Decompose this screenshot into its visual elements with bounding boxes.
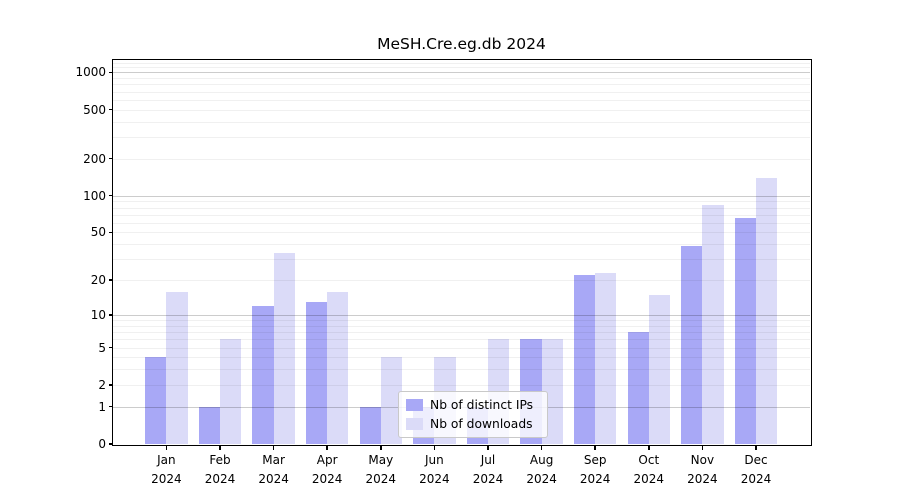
bar-downloads-mar [273, 252, 295, 444]
x-tick-label: Feb 2024 [204, 453, 236, 486]
y-tick-label: 1000 [75, 65, 106, 80]
x-tick-mark [326, 445, 328, 450]
x-tick-label: Nov 2024 [687, 453, 718, 486]
bar-downloads-jan [166, 291, 188, 444]
x-tick-mark [219, 445, 221, 450]
y-tick-label: 20 [90, 273, 106, 288]
x-tick-label: Jun 2024 [419, 453, 450, 486]
y-tick-mark [108, 231, 113, 234]
y-tick-mark [108, 157, 113, 160]
legend: Nb of distinct IPs Nb of downloads [398, 391, 548, 438]
legend-swatch-downloads [406, 418, 423, 430]
bar-distinct-ips-oct [627, 332, 649, 444]
bar-distinct-ips-sep [573, 275, 596, 444]
bar-distinct-ips-apr [305, 302, 328, 444]
y-tick-mark [108, 194, 113, 197]
x-tick-mark [755, 445, 757, 450]
y-tick-mark [108, 384, 113, 386]
plot-area [113, 60, 810, 444]
y-tick-mark [108, 314, 113, 316]
y-tick-mark [108, 346, 113, 349]
legend-item-downloads: Nb of downloads [406, 417, 547, 432]
x-tick-mark [487, 445, 489, 450]
x-tick-mark [165, 445, 168, 450]
x-tick-mark [594, 445, 596, 450]
legend-item-distinct-ips: Nb of distinct IPs [406, 398, 547, 413]
y-tick-mark [108, 405, 113, 408]
bar-downloads-apr [327, 291, 349, 444]
y-tick-label: 200 [83, 151, 106, 166]
y-tick-label: 100 [83, 188, 106, 203]
legend-swatch-distinct-ips [406, 399, 423, 411]
x-tick-mark [433, 445, 436, 450]
x-tick-label: Mar 2024 [258, 453, 289, 486]
y-tick-mark [108, 279, 113, 281]
x-tick-mark [701, 445, 704, 450]
x-tick-mark [272, 445, 275, 450]
bar-downloads-oct [648, 294, 671, 444]
bar-distinct-ips-dec [734, 217, 756, 444]
y-tick-label: 500 [83, 102, 106, 117]
x-tick-label: Jan 2024 [151, 453, 182, 486]
y-tick-mark [108, 108, 113, 111]
x-tick-label: May 2024 [365, 453, 397, 486]
bar-downloads-nov [702, 205, 724, 444]
x-tick-mark [648, 445, 650, 450]
y-tick-label: 1 [98, 399, 106, 414]
x-tick-label: Jul 2024 [472, 453, 504, 486]
y-tick-label: 5 [98, 340, 106, 355]
x-tick-label: Dec 2024 [740, 453, 772, 486]
y-tick-label: 2 [98, 377, 106, 392]
y-tick-mark [108, 71, 113, 74]
bar-distinct-ips-jan [145, 357, 167, 444]
y-tick-label: 0 [98, 437, 106, 451]
legend-label-distinct-ips: Nb of distinct IPs [430, 397, 534, 412]
bar-distinct-ips-feb [198, 406, 220, 444]
legend-label-downloads: Nb of downloads [430, 416, 533, 431]
y-tick-mark [108, 443, 113, 445]
x-tick-mark [540, 445, 543, 450]
bar-downloads-feb [220, 339, 242, 444]
x-tick-label: Apr 2024 [311, 453, 343, 486]
bar-distinct-ips-may [359, 406, 381, 444]
bar-downloads-sep [595, 273, 617, 444]
x-tick-label: Sep 2024 [579, 453, 611, 486]
chart-title: MeSH.Cre.eg.db 2024 [377, 35, 546, 53]
x-tick-label: Aug 2024 [526, 453, 557, 486]
y-tick-label: 50 [90, 225, 106, 240]
x-tick-label: Oct 2024 [633, 453, 665, 486]
bars-layer [113, 60, 810, 444]
bar-downloads-may [380, 357, 403, 444]
x-tick-mark [380, 445, 382, 450]
bar-downloads-dec [756, 177, 778, 444]
bar-distinct-ips-mar [252, 306, 274, 444]
y-tick-label: 10 [90, 308, 106, 322]
bar-distinct-ips-nov [681, 245, 703, 444]
